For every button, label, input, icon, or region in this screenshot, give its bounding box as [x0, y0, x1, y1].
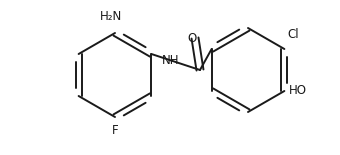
Text: O: O: [187, 32, 197, 45]
Text: NH: NH: [162, 54, 180, 67]
Text: F: F: [112, 124, 118, 137]
Text: H₂N: H₂N: [100, 10, 122, 23]
Text: HO: HO: [289, 84, 307, 97]
Text: Cl: Cl: [287, 28, 299, 41]
